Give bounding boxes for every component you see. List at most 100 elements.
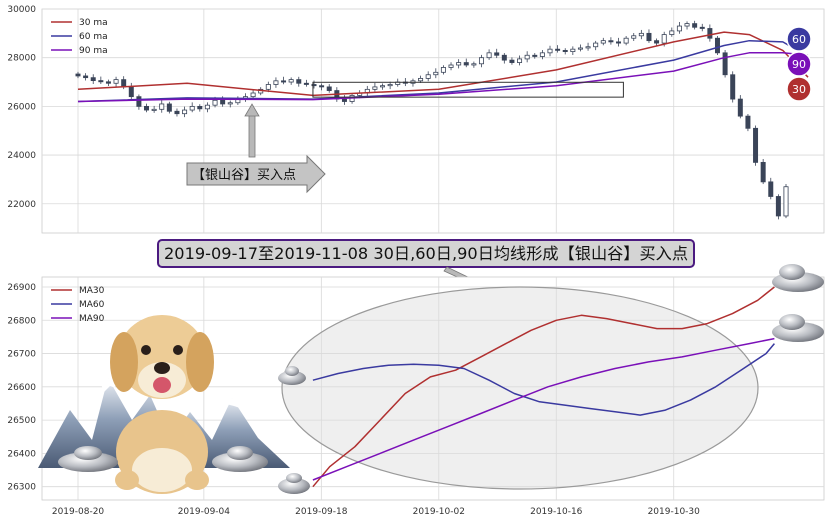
title-banner: 2019-09-17至2019-11-08 30日,60日,90日均线形成【银山…	[157, 239, 695, 302]
candle-body	[174, 110, 180, 115]
badge-30	[786, 76, 812, 102]
candle-body	[684, 23, 690, 27]
bottom-y-tick-label: 26600	[7, 383, 36, 393]
bottom-legend: MA30 MA60 MA90	[51, 286, 105, 324]
candle-body	[98, 80, 104, 83]
candle-body	[745, 115, 751, 129]
top-y-tick-label: 22000	[7, 200, 36, 210]
bottom-y-tick-label: 26400	[7, 449, 36, 459]
candle-body	[204, 104, 210, 110]
candle-body	[448, 64, 454, 68]
candle-body	[326, 86, 332, 91]
candle-body	[425, 74, 431, 79]
candle-body	[136, 96, 142, 107]
candle-body	[281, 80, 287, 83]
candle-body	[600, 40, 606, 44]
top-candles	[75, 20, 789, 220]
badge-90	[786, 51, 812, 77]
bottom-y-tick-label: 26800	[7, 316, 36, 326]
candle-body	[418, 77, 424, 82]
candle-body	[212, 99, 218, 106]
bottom-x-tick-label: 2019-08-20	[52, 507, 105, 517]
candle-body	[380, 85, 386, 88]
top-series-line-60ma	[77, 39, 809, 103]
silver-ingot-left-bottom	[58, 446, 118, 472]
title-banner-text: 2019-09-17至2019-11-08 30日,60日,90日均线形成【银山…	[164, 244, 688, 263]
candle-body	[471, 63, 477, 66]
top-series-line-30ma	[77, 31, 809, 97]
candle-body	[159, 103, 165, 110]
candle-body	[638, 32, 644, 37]
candle-body	[250, 92, 256, 98]
candle-body	[547, 48, 553, 54]
top-series-line-90ma	[77, 52, 809, 103]
candle-body	[311, 84, 317, 87]
bottom-x-tick-label: 2019-10-30	[648, 507, 701, 517]
bottom-x-tick-label: 2019-10-16	[530, 507, 583, 517]
candle-body	[303, 82, 309, 85]
candle-body	[121, 79, 127, 88]
silver-valley-highlight-box	[312, 81, 624, 98]
silver-ingot-end-lower	[772, 314, 824, 342]
top-y-tick-label: 30000	[7, 5, 36, 15]
candle-body	[433, 71, 439, 76]
candle-body	[166, 103, 172, 112]
candle-body	[296, 79, 302, 84]
bottom-x-tick-label: 2019-10-02	[413, 507, 465, 517]
candle-body	[105, 81, 111, 84]
candle-body	[83, 75, 89, 79]
candle-body	[654, 40, 660, 44]
silver-ingot-right-bottom	[212, 446, 268, 472]
candle-body	[144, 105, 150, 111]
top-y-axis: 22000 24000 26000 28000 30000	[7, 5, 36, 210]
candle-body	[532, 54, 538, 57]
candle-body	[524, 54, 530, 60]
legend-label-30ma: 30 ma	[79, 18, 108, 28]
candle-body	[341, 98, 347, 102]
candle-body	[783, 186, 789, 217]
top-panel: 22000 24000 26000 28000 30000 30 ma 60 ma 90…	[7, 5, 825, 234]
badge-30-label: 30	[792, 83, 806, 96]
candle-body	[113, 79, 119, 84]
buy-point-callout-label: 【银山谷】买入点	[192, 168, 296, 183]
legend-label-ma60: MA60	[79, 300, 105, 310]
candle-body	[501, 54, 507, 61]
candle-body	[730, 74, 736, 100]
candle-body	[623, 37, 629, 44]
candle-body	[372, 86, 378, 90]
candle-body	[486, 52, 492, 59]
candle-body	[616, 41, 622, 44]
bottom-ma-lines	[312, 286, 775, 488]
top-y-tick-label: 26000	[7, 102, 36, 112]
bottom-panel: 26300 26400 26500 26600 26700 26800 26900 2019…	[7, 264, 825, 517]
candle-body	[760, 161, 766, 183]
candle-body	[570, 48, 576, 53]
candle-body	[288, 79, 294, 83]
silver-ingot-start-upper	[278, 366, 306, 385]
candle-body	[692, 23, 698, 28]
candle-body	[676, 25, 682, 32]
candle-body	[128, 86, 134, 98]
legend-label-ma90: MA90	[79, 314, 105, 324]
badge-60	[786, 26, 812, 52]
candle-body	[539, 52, 545, 57]
bottom-y-tick-label: 26500	[7, 416, 36, 426]
candle-body	[440, 67, 446, 73]
candle-body	[646, 32, 652, 42]
candle-body	[669, 30, 675, 35]
candle-body	[661, 34, 667, 44]
top-y-tick-label: 28000	[7, 54, 36, 64]
bottom-series-line-ma30	[312, 286, 775, 488]
candle-body	[753, 127, 759, 163]
bottom-series-line-ma60	[312, 343, 775, 416]
silver-ingot-start-lower	[278, 473, 310, 494]
candle-body	[387, 84, 393, 87]
bottom-series-line-ma90	[312, 337, 775, 481]
candle-body	[197, 105, 203, 110]
legend-label-60ma: 60 ma	[79, 32, 108, 42]
bottom-x-axis: 2019-08-20 2019-09-04 2019-09-18 2019-10-02…	[52, 507, 700, 517]
ma-badges: 60 90 30	[786, 26, 812, 102]
candle-body	[722, 52, 728, 76]
candle-body	[273, 80, 279, 85]
